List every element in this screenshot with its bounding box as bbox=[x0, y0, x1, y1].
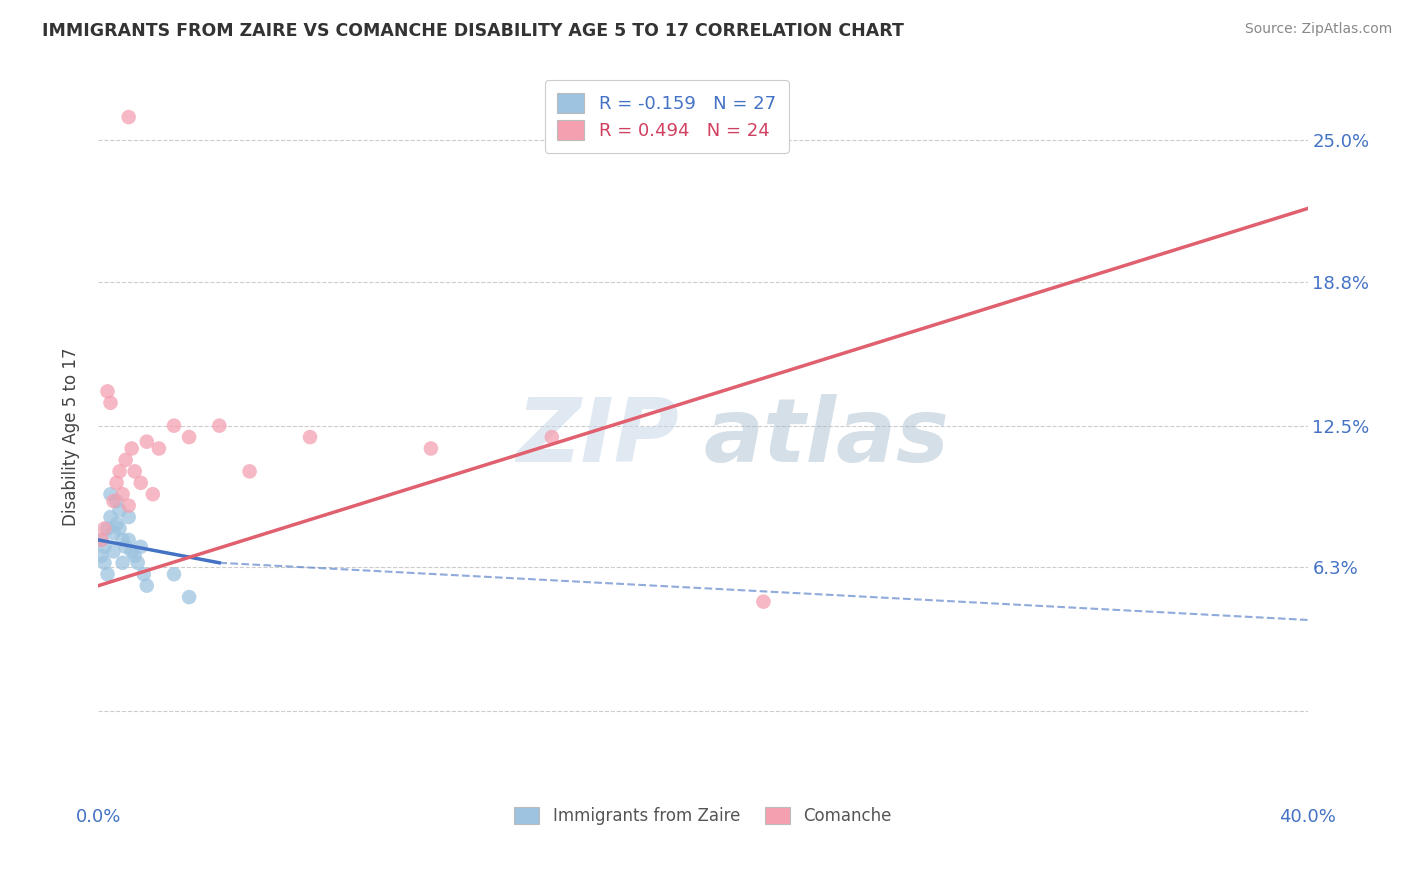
Point bbox=[100, 487, 122, 501]
Point bbox=[96, 384, 118, 399]
Point bbox=[105, 516, 128, 531]
Point bbox=[105, 494, 128, 508]
Point bbox=[96, 567, 118, 582]
Legend: Immigrants from Zaire, Comanche: Immigrants from Zaire, Comanche bbox=[501, 794, 905, 838]
Point bbox=[108, 464, 131, 478]
Point bbox=[148, 442, 170, 456]
Point bbox=[118, 510, 141, 524]
Point bbox=[90, 549, 112, 563]
Point bbox=[114, 540, 136, 554]
Point bbox=[108, 503, 131, 517]
Point bbox=[129, 540, 152, 554]
Point bbox=[93, 540, 115, 554]
Point bbox=[105, 475, 128, 490]
Point bbox=[93, 521, 115, 535]
Point bbox=[752, 594, 775, 608]
Point bbox=[163, 418, 186, 433]
Point bbox=[111, 556, 134, 570]
Point bbox=[118, 499, 141, 513]
Point bbox=[142, 487, 165, 501]
Point bbox=[124, 549, 146, 563]
Text: IMMIGRANTS FROM ZAIRE VS COMANCHE DISABILITY AGE 5 TO 17 CORRELATION CHART: IMMIGRANTS FROM ZAIRE VS COMANCHE DISABI… bbox=[42, 22, 904, 40]
Point bbox=[96, 521, 118, 535]
Point bbox=[239, 464, 262, 478]
Point bbox=[124, 464, 146, 478]
Point bbox=[129, 475, 152, 490]
Point bbox=[118, 110, 141, 124]
Point bbox=[93, 556, 115, 570]
Point bbox=[103, 544, 125, 558]
Y-axis label: Disability Age 5 to 17: Disability Age 5 to 17 bbox=[62, 348, 80, 526]
Point bbox=[208, 418, 231, 433]
Point bbox=[540, 430, 562, 444]
Point bbox=[108, 521, 131, 535]
Point bbox=[127, 556, 149, 570]
Point bbox=[118, 533, 141, 547]
Point bbox=[111, 487, 134, 501]
Point bbox=[420, 442, 443, 456]
Point bbox=[163, 567, 186, 582]
Point bbox=[103, 494, 125, 508]
Point bbox=[179, 590, 201, 604]
Point bbox=[100, 396, 122, 410]
Point bbox=[111, 533, 134, 547]
Point bbox=[103, 526, 125, 541]
Point bbox=[90, 533, 112, 547]
Point bbox=[121, 442, 143, 456]
Point bbox=[121, 544, 143, 558]
Point bbox=[135, 434, 157, 449]
Text: atlas: atlas bbox=[703, 393, 949, 481]
Text: ZIP: ZIP bbox=[516, 393, 679, 481]
Point bbox=[135, 579, 157, 593]
Point bbox=[179, 430, 201, 444]
Point bbox=[299, 430, 322, 444]
Text: Source: ZipAtlas.com: Source: ZipAtlas.com bbox=[1244, 22, 1392, 37]
Point bbox=[90, 533, 112, 547]
Point bbox=[114, 453, 136, 467]
Point bbox=[100, 510, 122, 524]
Point bbox=[132, 567, 155, 582]
